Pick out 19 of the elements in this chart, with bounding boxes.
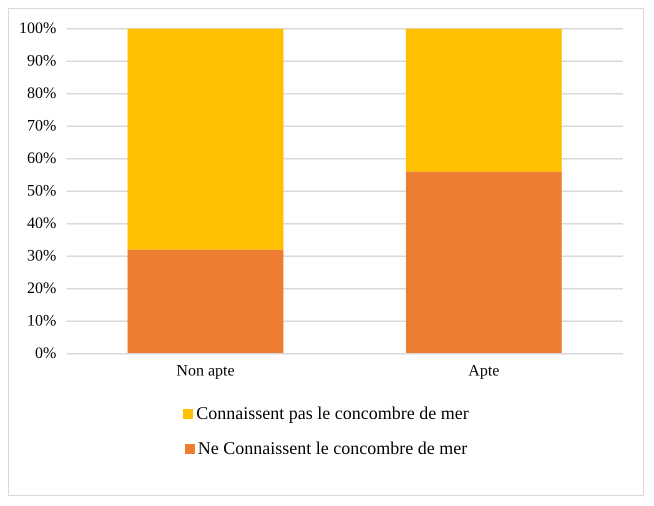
y-tick-label: 10%: [27, 312, 56, 330]
y-tick-label: 40%: [27, 214, 56, 232]
y-tick-label: 30%: [27, 247, 56, 264]
y-tick-label: 70%: [27, 117, 56, 134]
y-tick-label: 0%: [35, 345, 56, 362]
y-tick-label: 60%: [27, 150, 56, 167]
x-tick-label: Apte: [468, 362, 500, 380]
y-tick-label: 90%: [27, 52, 56, 70]
bar: [128, 28, 284, 250]
bar: [406, 172, 562, 354]
legend-label: Connaissent pas le concombre de mer: [196, 403, 469, 424]
y-tick-label: 80%: [27, 84, 56, 102]
y-tick-label: 100%: [19, 20, 56, 37]
bar: [128, 250, 284, 354]
x-tick-label: Non apte: [176, 362, 235, 380]
bar: [406, 28, 562, 172]
y-tick-label: 20%: [27, 280, 56, 297]
y-tick-label: 50%: [27, 182, 56, 200]
legend-label: Ne Connaissent le concombre de mer: [198, 438, 468, 459]
